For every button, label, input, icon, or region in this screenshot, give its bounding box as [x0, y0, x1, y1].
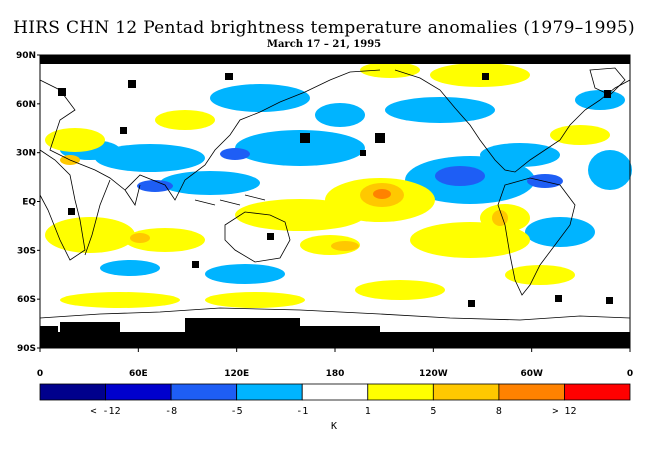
lat-tick-label: 60N — [16, 100, 36, 110]
colorbar-swatch — [301, 383, 369, 401]
colorbar-label: 8 — [495, 406, 502, 417]
colorbar-label: > 12 — [552, 406, 577, 417]
colorbar-swatch — [367, 383, 434, 401]
longitude-axis: 0 60E 120E 180 120W 60W 0 — [37, 348, 633, 379]
colorbar-swatch — [564, 383, 631, 401]
map-title: HIRS CHN 12 Pentad brightness temperatur… — [13, 18, 635, 38]
lon-tick-label: 180 — [326, 369, 345, 379]
lat-tick-label: 90N — [16, 51, 36, 61]
colorbar-swatch — [170, 383, 238, 401]
colorbar-label: -8 — [165, 406, 178, 417]
colorbar-label: 5 — [430, 406, 437, 417]
lon-tick-label: 120W — [419, 369, 448, 379]
colorbar-label: -1 — [296, 406, 309, 417]
colorbar-swatch — [498, 383, 565, 401]
lat-tick-label: 90S — [17, 344, 36, 354]
latitude-axis: 90N 60N 30N EQ 30S 60S 90S — [16, 51, 40, 354]
map-subtitle: March 17 – 21, 1995 — [266, 39, 382, 50]
lat-tick-label: 30N — [16, 149, 36, 159]
lat-tick-label: 60S — [17, 295, 36, 305]
colorbar-unit: K — [331, 421, 338, 432]
lon-tick-label: 120E — [224, 369, 249, 379]
lon-tick-label: 60E — [129, 369, 148, 379]
missing-data-regions — [40, 55, 630, 348]
colorbar-swatch — [105, 383, 172, 401]
coastlines — [39, 67, 631, 321]
colorbar-swatch — [39, 383, 106, 401]
lat-tick-label: 30S — [17, 246, 36, 256]
colorbar — [39, 383, 631, 401]
lon-tick-label: 0 — [37, 369, 43, 379]
lon-tick-label: 0 — [627, 369, 633, 379]
colorbar-swatch — [236, 383, 303, 401]
lon-tick-label: 60W — [520, 369, 543, 379]
colorbar-label: -5 — [230, 406, 243, 417]
colorbar-swatch — [432, 383, 500, 401]
colorbar-label: < -12 — [90, 406, 121, 417]
lat-tick-label: EQ — [22, 198, 36, 208]
colorbar-label: 1 — [364, 406, 371, 417]
